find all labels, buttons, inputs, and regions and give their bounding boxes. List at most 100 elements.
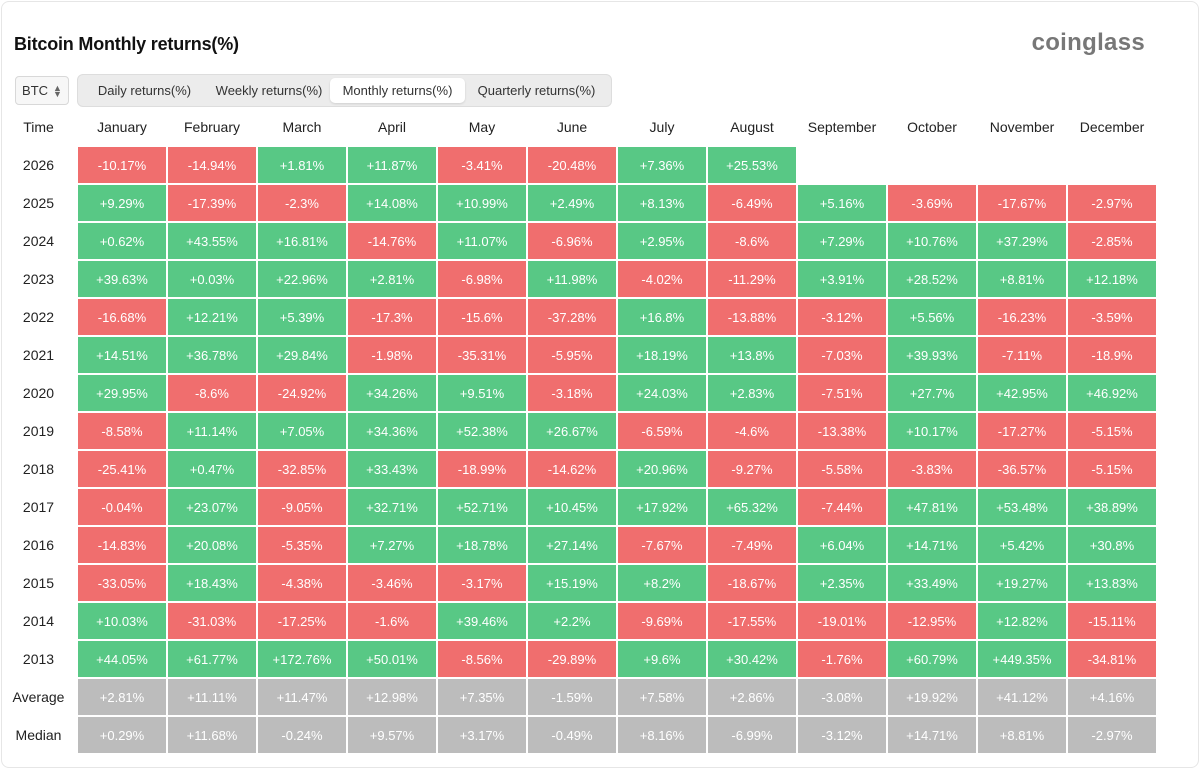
heatmap-cell: -18.9% [1068, 337, 1156, 373]
heatmap-cell: -1.59% [528, 679, 616, 715]
row-label-2025: 2025 [22, 195, 55, 211]
heatmap-cell: +11.98% [528, 261, 616, 297]
heatmap-cell: +5.16% [798, 185, 886, 221]
heatmap-cell: +7.35% [438, 679, 526, 715]
heatmap-cell: +33.49% [888, 565, 976, 601]
tab-weekly[interactable]: Weekly returns(%) [215, 83, 323, 98]
heatmap-cell: +8.13% [618, 185, 706, 221]
row-label-2023: 2023 [22, 271, 55, 287]
column-header-november: November [989, 119, 1055, 135]
heatmap-cell: +14.08% [348, 185, 436, 221]
heatmap-cell: +39.46% [438, 603, 526, 639]
heatmap-cell: +7.29% [798, 223, 886, 259]
heatmap-cell: -34.81% [1068, 641, 1156, 677]
heatmap-cell: +38.89% [1068, 489, 1156, 525]
heatmap-cell: -8.6% [168, 375, 256, 411]
heatmap-cell: +7.05% [258, 413, 346, 449]
heatmap-cell: +20.08% [168, 527, 256, 563]
column-header-february: February [183, 119, 241, 135]
heatmap-cell: -1.76% [798, 641, 886, 677]
heatmap-cell: +18.78% [438, 527, 526, 563]
heatmap-cell: +11.07% [438, 223, 526, 259]
heatmap-cell: +3.91% [798, 261, 886, 297]
heatmap-cell: +23.07% [168, 489, 256, 525]
tab-monthly[interactable]: Monthly returns(%) [330, 78, 465, 103]
heatmap-cell: +41.12% [978, 679, 1066, 715]
heatmap-cell: -14.83% [78, 527, 166, 563]
heatmap-cell: +10.17% [888, 413, 976, 449]
brand-logo: coinglass [1031, 29, 1145, 56]
heatmap-cell: +36.78% [168, 337, 256, 373]
row-label-2020: 2020 [22, 385, 55, 401]
heatmap-cell: +44.05% [78, 641, 166, 677]
heatmap-cell: -6.96% [528, 223, 616, 259]
heatmap-cell: +60.79% [888, 641, 976, 677]
heatmap-cell: +2.2% [528, 603, 616, 639]
page-title: Bitcoin Monthly returns(%) [14, 34, 239, 54]
heatmap-cell: -17.67% [978, 185, 1066, 221]
heatmap-cell: +8.81% [978, 717, 1066, 753]
heatmap-cell: -3.12% [798, 299, 886, 335]
heatmap-cell: +33.43% [348, 451, 436, 487]
heatmap-cell: -3.69% [888, 185, 976, 221]
tab-quarterly[interactable]: Quarterly returns(%) [477, 83, 596, 98]
heatmap-cell: +5.42% [978, 527, 1066, 563]
heatmap-cell: +6.04% [798, 527, 886, 563]
heatmap-cell: -13.38% [798, 413, 886, 449]
heatmap-cell: -0.49% [528, 717, 616, 753]
heatmap-cell: -7.11% [978, 337, 1066, 373]
heatmap-cell: -8.58% [78, 413, 166, 449]
heatmap-cell: -2.97% [1068, 185, 1156, 221]
heatmap-cell: +20.96% [618, 451, 706, 487]
heatmap-cell: +14.51% [78, 337, 166, 373]
heatmap-cell: -3.59% [1068, 299, 1156, 335]
heatmap-cell: +16.81% [258, 223, 346, 259]
heatmap-cell: -32.85% [258, 451, 346, 487]
column-header-june: June [556, 119, 588, 135]
heatmap-cell: +13.8% [708, 337, 796, 373]
heatmap-cell: -0.04% [78, 489, 166, 525]
heatmap-cell: -10.17% [78, 147, 166, 183]
heatmap-cell: +42.95% [978, 375, 1066, 411]
heatmap-cell: -36.57% [978, 451, 1066, 487]
heatmap-cell: +18.43% [168, 565, 256, 601]
column-header-may: May [468, 119, 496, 135]
row-label-2021: 2021 [22, 347, 55, 363]
heatmap-cell: -17.39% [168, 185, 256, 221]
heatmap-cell: +2.49% [528, 185, 616, 221]
heatmap-cell: +12.82% [978, 603, 1066, 639]
heatmap-cell: -3.08% [798, 679, 886, 715]
tab-daily[interactable]: Daily returns(%) [97, 83, 192, 98]
heatmap-cell: +2.95% [618, 223, 706, 259]
heatmap-cell: -31.03% [168, 603, 256, 639]
heatmap-cell: -3.83% [888, 451, 976, 487]
heatmap-cell: +1.81% [258, 147, 346, 183]
heatmap-cell: -18.67% [708, 565, 796, 601]
heatmap-cell: +0.03% [168, 261, 256, 297]
heatmap-cell: +32.71% [348, 489, 436, 525]
heatmap-cell: -3.46% [348, 565, 436, 601]
heatmap-cell: +34.36% [348, 413, 436, 449]
heatmap-cell: -20.48% [528, 147, 616, 183]
heatmap-cell: +2.83% [708, 375, 796, 411]
heatmap-cell: -9.05% [258, 489, 346, 525]
heatmap-cell: -2.3% [258, 185, 346, 221]
heatmap-cell: +10.76% [888, 223, 976, 259]
heatmap-cell: -15.6% [438, 299, 526, 335]
heatmap-cell: +26.67% [528, 413, 616, 449]
column-header-august: August [730, 119, 774, 135]
heatmap-cell: +24.03% [618, 375, 706, 411]
row-label-2015: 2015 [22, 575, 55, 591]
heatmap-cell: +16.8% [618, 299, 706, 335]
heatmap-cell: -11.29% [708, 261, 796, 297]
heatmap-cell: +19.27% [978, 565, 1066, 601]
heatmap-cell: -6.98% [438, 261, 526, 297]
heatmap-cell: +5.56% [888, 299, 976, 335]
heatmap-cell: +8.81% [978, 261, 1066, 297]
heatmap-cell: +27.14% [528, 527, 616, 563]
coin-select[interactable]: BTC ▲ ▼ [15, 76, 69, 105]
heatmap-cell: -4.38% [258, 565, 346, 601]
period-tabs: Daily returns(%) Weekly returns(%) Month… [77, 74, 612, 107]
heatmap-cell: -7.44% [798, 489, 886, 525]
heatmap-cell: -2.97% [1068, 717, 1156, 753]
